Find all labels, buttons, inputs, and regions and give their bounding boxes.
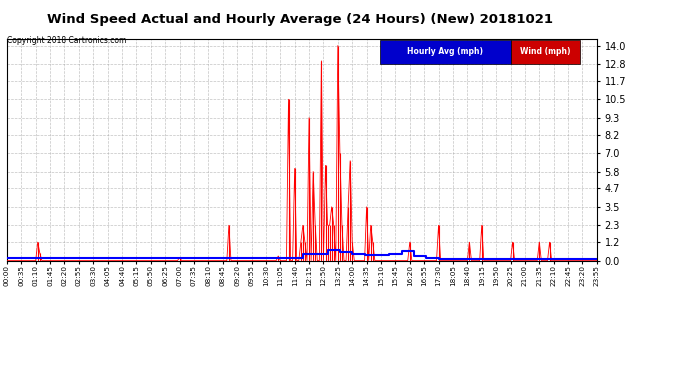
Text: Wind Speed Actual and Hourly Average (24 Hours) (New) 20181021: Wind Speed Actual and Hourly Average (24…: [47, 13, 553, 26]
Text: Copyright 2018 Cartronics.com: Copyright 2018 Cartronics.com: [7, 36, 126, 45]
Text: Hourly Avg (mph): Hourly Avg (mph): [407, 48, 483, 57]
Text: Wind (mph): Wind (mph): [520, 48, 571, 57]
